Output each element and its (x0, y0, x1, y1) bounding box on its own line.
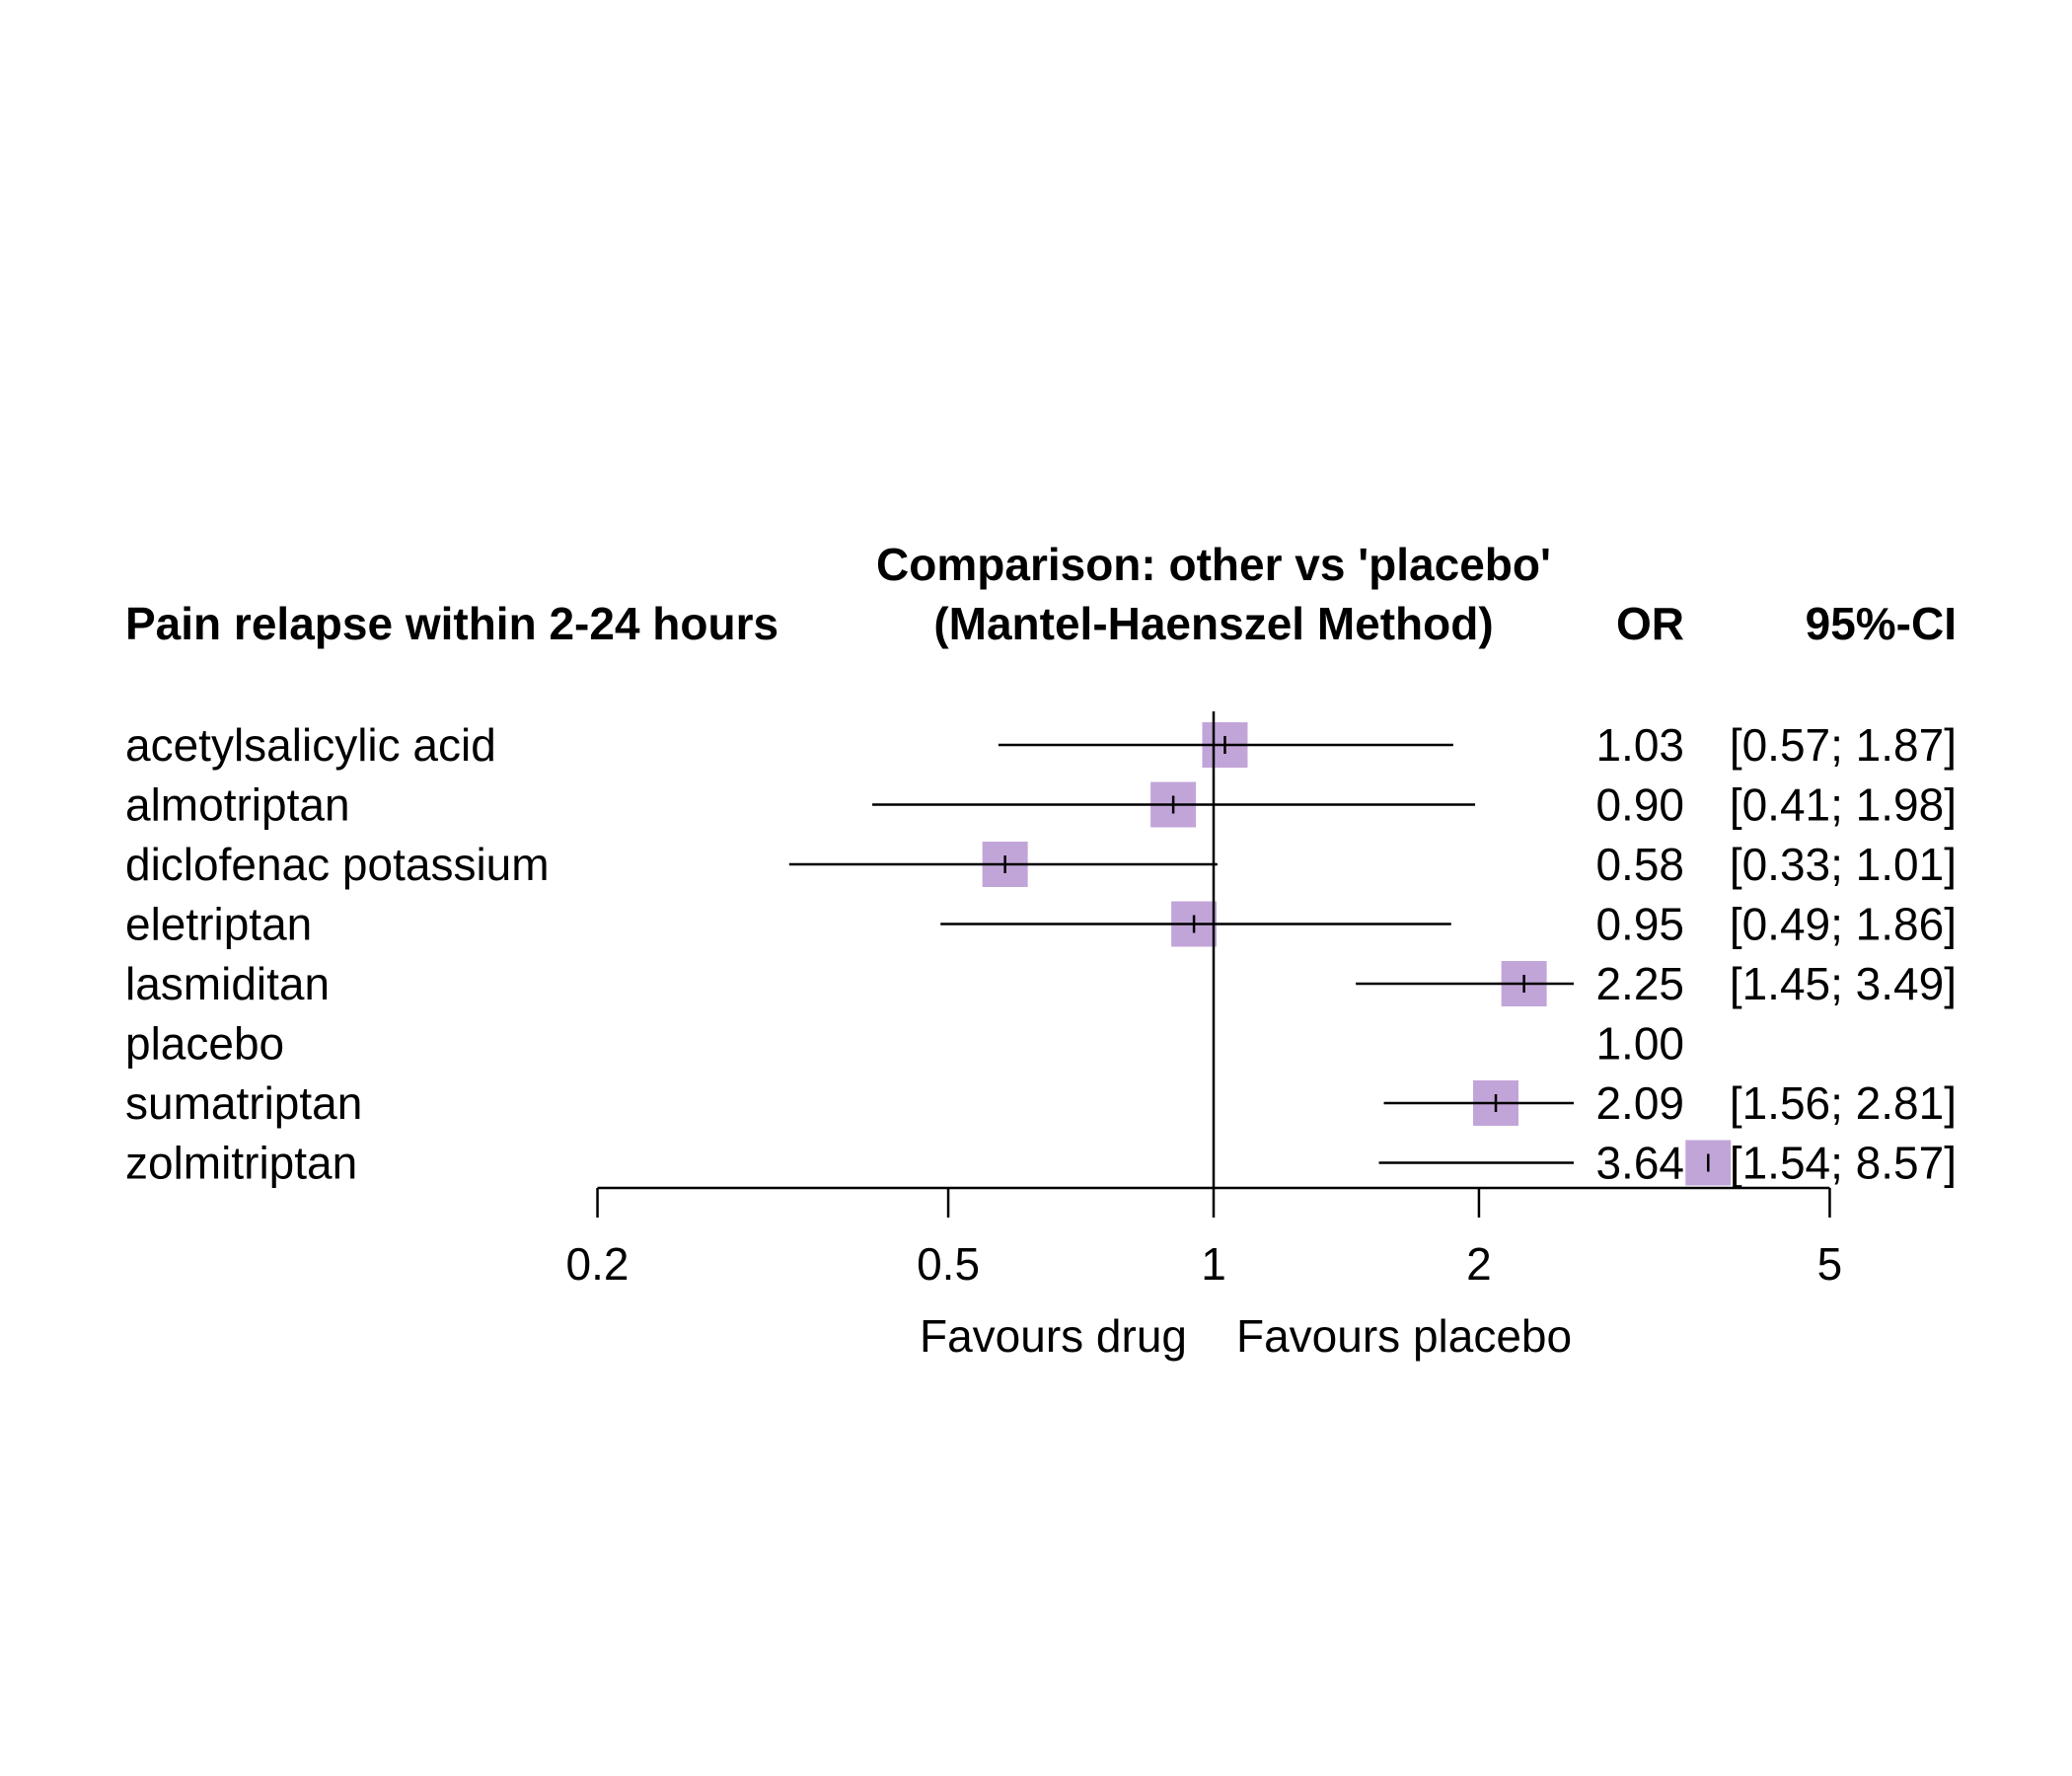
row-label: zolmitriptan (125, 1138, 357, 1189)
row-label: diclofenac potassium (125, 839, 550, 890)
table-row: lasmiditan 2.25 [1.45; 3.49] (125, 958, 1957, 1009)
or-value: 3.64 (1595, 1138, 1684, 1189)
row-label: sumatriptan (125, 1077, 362, 1129)
table-row: sumatriptan 2.09 [1.56; 2.81] (125, 1077, 1957, 1129)
or-value: 2.25 (1595, 958, 1684, 1009)
or-value: 1.03 (1595, 719, 1684, 771)
row-label: almotriptan (125, 779, 350, 831)
ci-column-header: 95%-CI (1806, 598, 1957, 649)
tick-label: 0.2 (566, 1238, 629, 1290)
or-value: 0.95 (1595, 899, 1684, 950)
rows-layer: acetylsalicylic acid 1.03 [0.57; 1.87] almo… (125, 719, 1957, 1189)
ci-value: [1.45; 3.49] (1730, 958, 1957, 1009)
row-label: placebo (125, 1018, 284, 1070)
or-value: 0.58 (1595, 839, 1684, 890)
table-row: eletriptan 0.95 [0.49; 1.86] (125, 899, 1957, 950)
favours-drug-label: Favours drug (920, 1310, 1187, 1362)
x-axis: 0.2 0.5 1 2 5 (566, 1186, 1843, 1290)
favours-placebo-label: Favours placebo (1236, 1310, 1572, 1362)
table-row: zolmitriptan 3.64 [1.54; 8.57] (125, 1138, 1957, 1189)
tick-label: 1 (1201, 1238, 1226, 1290)
tick-label: 0.5 (917, 1238, 980, 1290)
ci-value: [1.54; 8.57] (1730, 1138, 1957, 1189)
table-row: acetylsalicylic acid 1.03 [0.57; 1.87] (125, 719, 1957, 771)
ci-value: [0.57; 1.87] (1730, 719, 1957, 771)
chart-title: Comparison: other vs 'placebo' (876, 539, 1551, 590)
or-value: 1.00 (1595, 1018, 1684, 1070)
table-row: almotriptan 0.90 [0.41; 1.98] (125, 779, 1957, 831)
or-value: 2.09 (1595, 1077, 1684, 1129)
row-label: lasmiditan (125, 958, 330, 1009)
ci-value: [0.41; 1.98] (1730, 779, 1957, 831)
tick-label: 2 (1466, 1238, 1492, 1290)
tick-label: 5 (1817, 1238, 1843, 1290)
row-label: acetylsalicylic acid (125, 719, 496, 771)
chart-subtitle: (Mantel-Haenszel Method) (933, 598, 1493, 649)
or-column-header: OR (1616, 598, 1684, 649)
row-label: eletriptan (125, 899, 312, 950)
or-value: 0.90 (1595, 779, 1684, 831)
ci-value: [0.49; 1.86] (1730, 899, 1957, 950)
ci-value: [0.33; 1.01] (1730, 839, 1957, 890)
table-row: placebo 1.00 (125, 1018, 1684, 1070)
table-row: diclofenac potassium 0.58 [0.33; 1.01] (125, 839, 1957, 890)
row-header: Pain relapse within 2-24 hours (125, 598, 778, 649)
ci-value: [1.56; 2.81] (1730, 1077, 1957, 1129)
